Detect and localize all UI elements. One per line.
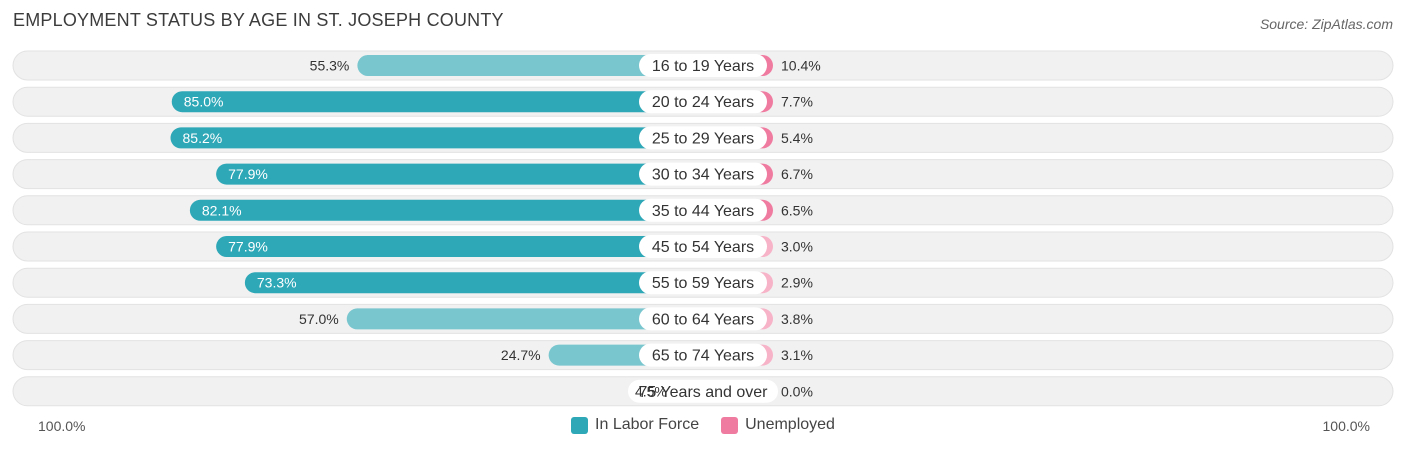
axis-left-label: 100.0%	[38, 418, 86, 434]
category-pill	[628, 379, 778, 403]
labor-bar	[244, 272, 703, 294]
category-label: 16 to 19 Years	[652, 58, 754, 75]
legend-item-labor[interactable]: In Labor Force	[571, 416, 699, 434]
labor-value-label: 77.9%	[228, 166, 268, 182]
axis-right-label: 100.0%	[1322, 418, 1370, 434]
labor-bar	[346, 308, 703, 330]
unemployed-value-label: 6.5%	[781, 202, 813, 218]
legend-unemployed-label: Unemployed	[745, 416, 835, 433]
unemployed-value-label: 10.4%	[781, 58, 821, 74]
category-label: 60 to 64 Years	[652, 311, 754, 328]
legend: In Labor Force Unemployed	[0, 416, 1406, 434]
labor-value-label: 57.0%	[299, 311, 339, 327]
labor-swatch-icon	[571, 416, 589, 434]
labor-value-label: 4.5%	[635, 383, 667, 399]
unemployed-value-label: 0.0%	[781, 383, 813, 399]
category-pill	[639, 235, 767, 258]
source-attribution: Source: ZipAtlas.com	[1259, 16, 1393, 32]
unemployed-value-label: 2.9%	[781, 275, 813, 291]
labor-value-label: 77.9%	[228, 239, 268, 255]
category-label: 25 to 29 Years	[652, 130, 754, 147]
unemployed-value-label: 6.7%	[781, 166, 813, 182]
category-label: 20 to 24 Years	[652, 94, 754, 111]
labor-bar	[216, 236, 703, 257]
category-label: 35 to 44 Years	[652, 203, 754, 220]
category-pill	[639, 54, 767, 77]
labor-bar	[189, 199, 703, 221]
labor-bar	[216, 163, 703, 185]
unemployed-value-label: 5.4%	[781, 130, 813, 146]
category-pill	[639, 271, 767, 295]
labor-value-label: 73.3%	[257, 275, 297, 291]
category-pill	[639, 162, 767, 186]
chart-title: EMPLOYMENT STATUS BY AGE IN ST. JOSEPH C…	[13, 10, 504, 30]
unemployed-value-label: 3.8%	[781, 311, 813, 327]
labor-value-label: 85.2%	[183, 130, 223, 146]
unemployed-value-label: 7.7%	[781, 94, 813, 110]
category-label: 45 to 54 Years	[652, 239, 754, 256]
category-pill	[639, 126, 767, 150]
category-pill	[639, 343, 767, 367]
labor-value-label: 24.7%	[501, 347, 541, 363]
category-pill	[639, 307, 767, 331]
category-label: 75 Years and over	[639, 384, 769, 401]
category-pill	[639, 198, 767, 222]
labor-value-label: 85.0%	[184, 94, 224, 110]
unemployed-value-label: 3.1%	[781, 347, 813, 363]
labor-value-label: 55.3%	[310, 58, 350, 74]
labor-bar	[170, 127, 703, 149]
labor-bar	[357, 55, 703, 76]
category-label: 65 to 74 Years	[652, 348, 754, 365]
labor-value-label: 82.1%	[202, 202, 242, 218]
category-label: 55 to 59 Years	[652, 275, 754, 292]
unemployed-value-label: 3.0%	[781, 239, 813, 255]
legend-item-unemployed[interactable]: Unemployed	[721, 416, 835, 434]
category-pill	[639, 90, 767, 114]
unemployed-swatch-icon	[721, 416, 739, 434]
legend-labor-label: In Labor Force	[595, 416, 700, 433]
labor-bar	[171, 91, 703, 113]
category-label: 30 to 34 Years	[652, 167, 754, 184]
